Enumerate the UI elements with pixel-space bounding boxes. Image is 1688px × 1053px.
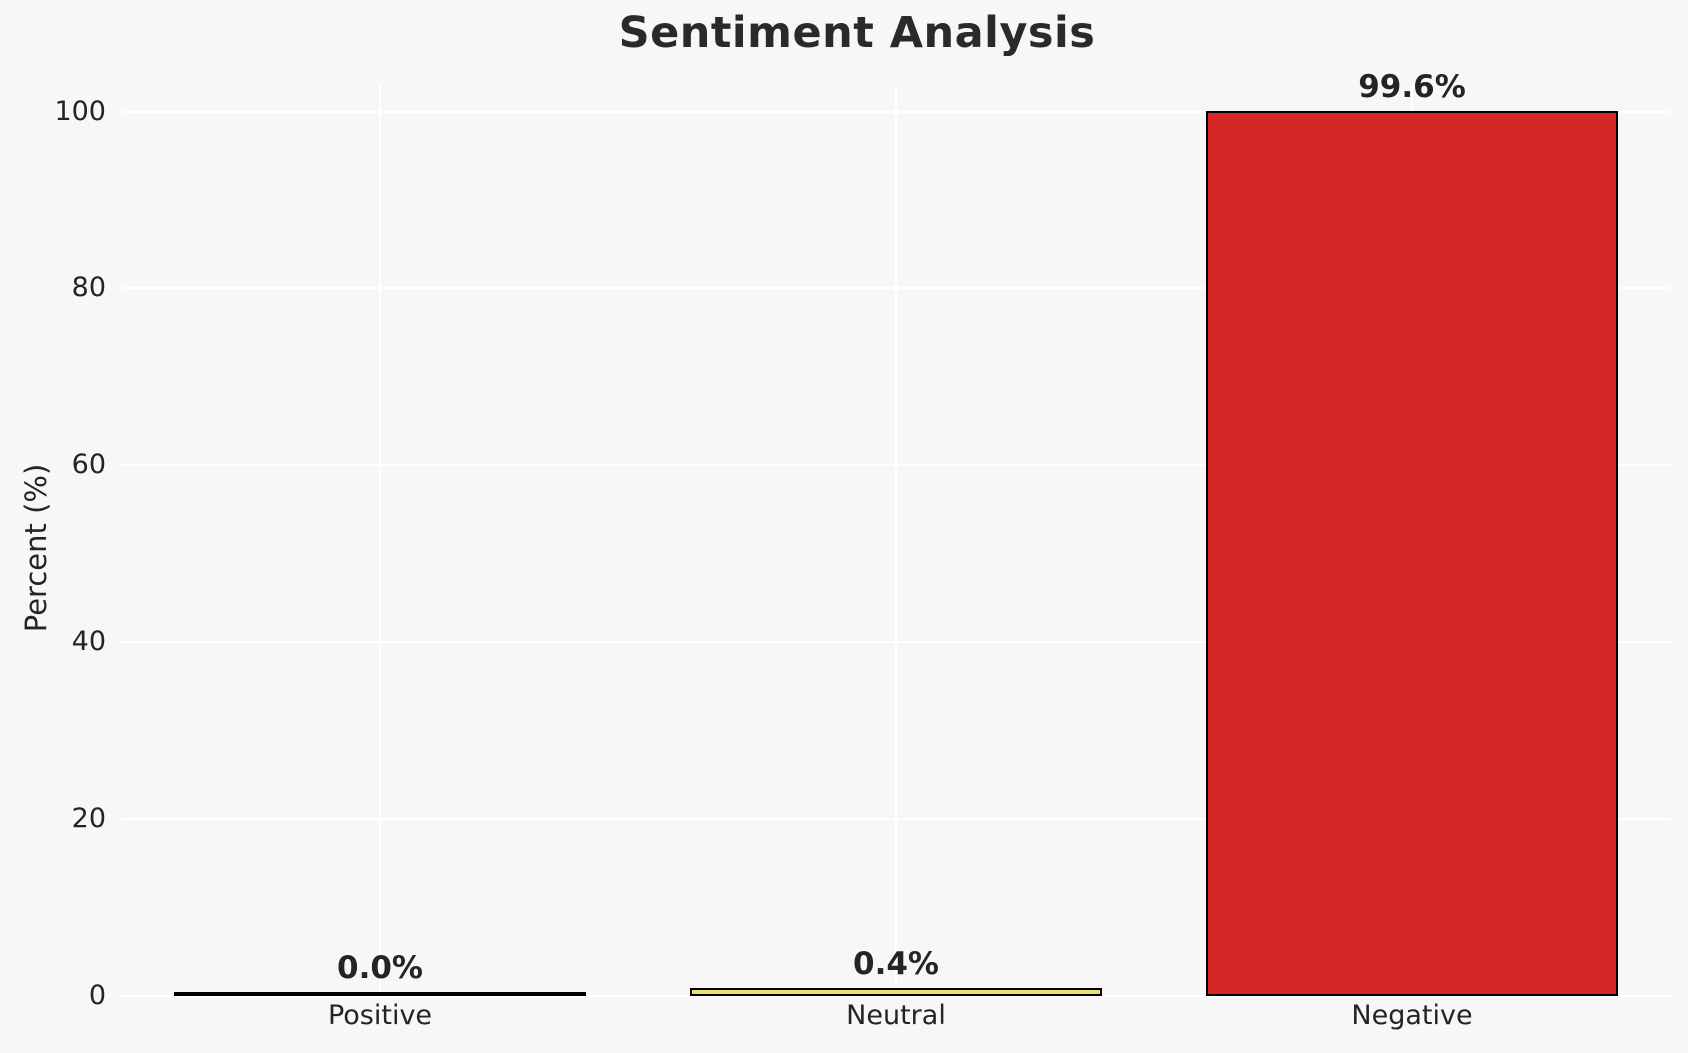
- x-tick-label-neutral: Neutral: [846, 1000, 946, 1031]
- v-gridline-neutral: [895, 85, 897, 996]
- bar-negative: [1205, 111, 1619, 996]
- y-tick-label-20: 20: [71, 803, 106, 835]
- x-tick-label-negative: Negative: [1351, 1000, 1473, 1031]
- y-axis-label: Percent (%): [19, 463, 53, 633]
- y-tick-label-100: 100: [54, 95, 106, 127]
- bar-value-label-negative: 99.6%: [1358, 69, 1466, 106]
- bar-positive: [173, 992, 587, 996]
- y-tick-label-80: 80: [71, 272, 106, 304]
- y-tick-label-40: 40: [71, 626, 106, 658]
- chart-title: Sentiment Analysis: [618, 8, 1096, 58]
- h-gridline-0: [122, 995, 1670, 997]
- plot-area: 0.0% 0.4% 99.6%: [122, 69, 1670, 997]
- y-tick-label-0: 0: [88, 980, 106, 1011]
- x-tick-label-positive: Positive: [327, 1000, 433, 1031]
- bar-neutral: [689, 988, 1103, 996]
- bar-value-label-neutral: 0.4%: [853, 946, 939, 983]
- y-tick-label-60: 60: [71, 449, 106, 481]
- v-gridline-positive: [379, 85, 381, 996]
- bar-value-label-positive: 0.0%: [337, 950, 423, 986]
